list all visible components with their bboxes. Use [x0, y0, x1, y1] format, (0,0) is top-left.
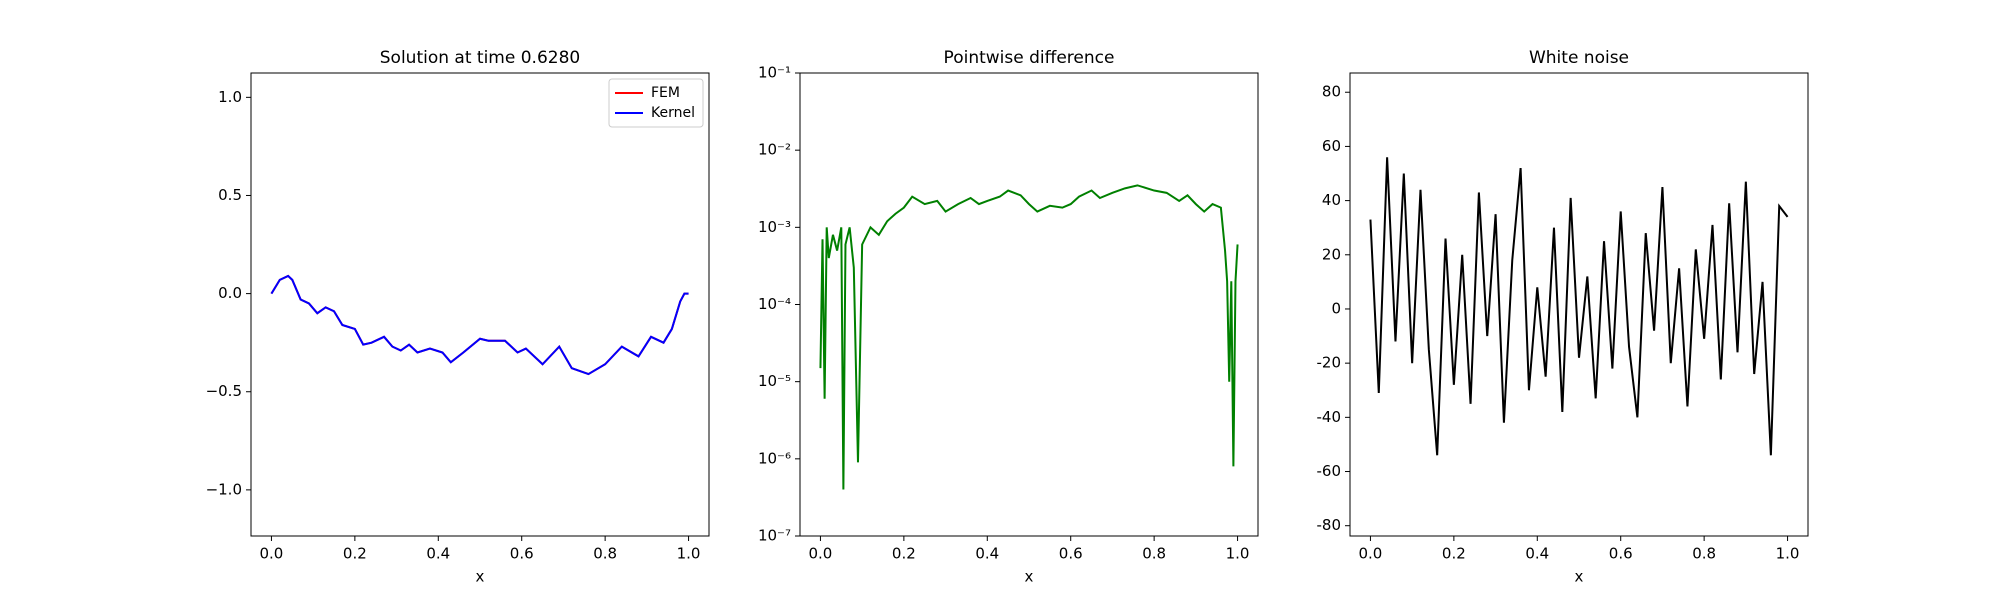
- y-tick-label: 10⁻³: [758, 218, 791, 236]
- y-tick-label: 10⁻²: [758, 141, 791, 159]
- x-tick-label: 0.8: [1142, 545, 1166, 563]
- y-tick-label: 60: [1322, 137, 1341, 155]
- y-tick-label: 10⁻⁶: [758, 449, 791, 467]
- series-line: [1369, 157, 1789, 456]
- x-tick-label: 1.0: [1776, 545, 1800, 563]
- x-tick-label: 0.0: [809, 545, 833, 563]
- x-tick-label: 0.6: [1059, 545, 1083, 563]
- axes-frame: [250, 72, 710, 537]
- chart-title: White noise: [1529, 48, 1629, 68]
- y-tick-label: -80: [1317, 516, 1342, 534]
- x-tick-label: 0.2: [1442, 545, 1466, 563]
- x-axis-label: x: [1575, 568, 1584, 586]
- y-tick-label: 0.0: [218, 284, 242, 302]
- plot-area: [270, 274, 689, 376]
- y-tick-label: 80: [1322, 83, 1341, 101]
- y-tick-label: 0: [1331, 299, 1341, 317]
- x-tick-label: 0.6: [1609, 545, 1633, 563]
- series-line: [270, 274, 689, 376]
- chart-title: Solution at time 0.6280: [380, 48, 580, 68]
- x-tick-label: 0.0: [260, 545, 284, 563]
- legend-label: FEM: [651, 85, 680, 101]
- x-tick-label: 0.6: [510, 545, 534, 563]
- plot-area: [1369, 157, 1789, 456]
- x-tick-label: 1.0: [677, 545, 701, 563]
- y-tick-label: −1.0: [206, 480, 242, 498]
- y-tick-label: 40: [1322, 191, 1341, 209]
- y-tick-label: −0.5: [206, 382, 242, 400]
- x-tick-label: 0.2: [343, 545, 367, 563]
- y-tick-label: -40: [1317, 408, 1342, 426]
- x-tick-label: 0.8: [1692, 545, 1716, 563]
- x-tick-label: 0.4: [1525, 545, 1549, 563]
- axes-frame: [1349, 72, 1809, 537]
- y-tick-label: 0.5: [218, 186, 242, 204]
- x-tick-label: 0.4: [426, 545, 450, 563]
- y-tick-label: 10⁻¹: [758, 64, 791, 82]
- y-tick-label: 10⁻⁷: [758, 527, 791, 545]
- legend-box: [608, 78, 704, 128]
- y-tick-label: -60: [1317, 462, 1342, 480]
- y-tick-label: 10⁻⁴: [758, 295, 791, 313]
- y-tick-label: 20: [1322, 245, 1341, 263]
- y-tick-label: 10⁻⁵: [758, 372, 791, 390]
- x-axis-label: x: [1025, 568, 1034, 586]
- plot-area: [819, 184, 1239, 490]
- x-tick-label: 0.0: [1359, 545, 1383, 563]
- legend-label: Kernel: [651, 105, 695, 121]
- axes-frame: [799, 72, 1259, 537]
- x-tick-label: 0.4: [975, 545, 999, 563]
- series-line: [819, 184, 1239, 490]
- y-tick-label: 1.0: [218, 88, 242, 106]
- chart-title: Pointwise difference: [944, 48, 1115, 68]
- x-tick-label: 1.0: [1226, 545, 1250, 563]
- series-line: [270, 274, 689, 376]
- y-tick-label: -20: [1317, 354, 1342, 372]
- x-axis-label: x: [476, 568, 485, 586]
- x-tick-label: 0.2: [892, 545, 916, 563]
- x-tick-label: 0.8: [593, 545, 617, 563]
